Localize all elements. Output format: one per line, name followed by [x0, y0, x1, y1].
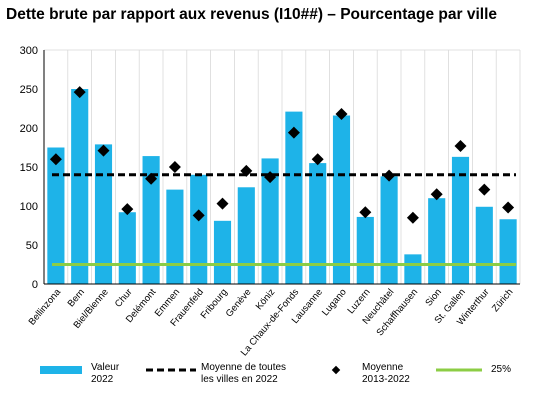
bar	[499, 219, 517, 284]
bar	[47, 147, 65, 284]
bar	[166, 189, 184, 284]
average-marker	[502, 201, 515, 214]
y-tick-label: 50	[26, 240, 38, 252]
grid-lines	[44, 49, 521, 284]
bar	[261, 158, 279, 284]
x-tick-label: Bern	[66, 287, 87, 309]
bar	[356, 216, 374, 284]
bar	[237, 187, 255, 284]
x-tick-label: Lugano	[320, 287, 349, 318]
average-marker	[216, 197, 229, 210]
bar	[428, 198, 446, 284]
average-marker	[359, 206, 372, 219]
average-marker	[335, 107, 348, 120]
bars	[47, 89, 517, 285]
bar	[451, 156, 470, 284]
axes	[43, 50, 520, 285]
average-marker	[478, 183, 491, 196]
legend-moyenne-periode-line1: Moyenne	[362, 362, 404, 373]
legend-moyenne-villes-line1: Moyenne de toutes	[201, 362, 287, 373]
average-marker	[383, 169, 396, 182]
legend-valeur-line2: 2022	[91, 374, 114, 385]
x-tick-label: Chur	[113, 287, 135, 310]
average-marker	[454, 139, 467, 152]
reference-lines	[52, 173, 516, 266]
average-marker	[287, 126, 300, 139]
x-tick-label: Zürich	[490, 287, 515, 314]
average-marker	[121, 203, 134, 216]
average-markers	[49, 86, 515, 224]
y-tick-label: 0	[32, 279, 38, 291]
bar	[380, 176, 398, 284]
average-marker	[311, 153, 324, 166]
y-tick-label: 300	[20, 45, 38, 57]
average-marker	[264, 171, 277, 184]
bar	[118, 212, 136, 284]
bar	[142, 156, 160, 284]
legend-moyenne-villes-line2: les villes en 2022	[201, 374, 278, 385]
legend-marker-swatch	[331, 365, 341, 375]
average-marker	[145, 172, 158, 185]
legend-25-label: 25%	[491, 364, 512, 375]
bar	[71, 89, 89, 284]
average-marker	[97, 144, 110, 157]
bar	[309, 163, 327, 284]
average-marker	[240, 164, 253, 177]
x-tick-label: Sion	[423, 287, 444, 309]
y-tick-label: 250	[20, 84, 38, 96]
y-tick-label: 100	[20, 201, 38, 213]
legend-swatches	[40, 365, 482, 375]
legend-bar-swatch	[40, 366, 82, 374]
bar	[475, 206, 493, 284]
bar	[332, 115, 351, 285]
legend-valeur-line1: Valeur	[91, 362, 120, 373]
y-tick-label: 200	[20, 123, 38, 135]
bar	[404, 254, 422, 284]
average-marker	[192, 209, 205, 222]
average-marker	[73, 86, 86, 99]
average-marker	[168, 161, 181, 173]
average-marker	[406, 211, 419, 224]
average-marker	[49, 153, 62, 166]
bar	[285, 111, 303, 285]
chart-title: Dette brute par rapport aux revenus (I10…	[6, 6, 497, 23]
bar	[190, 174, 208, 284]
x-tick-label: Bellinzona	[27, 286, 64, 327]
legend-moyenne-periode-line2: 2013-2022	[362, 374, 410, 385]
average-marker	[430, 188, 443, 201]
y-tick-labels: 0 50 100 150 200 250 300	[20, 45, 38, 291]
bar	[94, 144, 113, 284]
y-tick-label: 150	[20, 162, 38, 174]
bar	[213, 220, 232, 284]
x-tick-label: Genève	[224, 287, 254, 320]
